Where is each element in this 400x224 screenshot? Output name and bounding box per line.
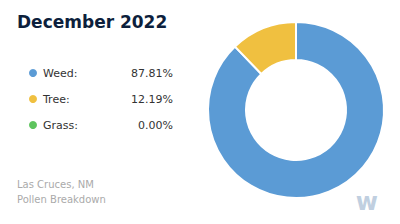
svg-text:Weed:: Weed: [43, 67, 77, 80]
svg-text:0.00%: 0.00% [138, 119, 173, 132]
svg-text:87.81%: 87.81% [131, 67, 173, 80]
svg-text:Pollen Breakdown: Pollen Breakdown [17, 194, 106, 205]
svg-text:Tree:: Tree: [42, 93, 70, 106]
svg-text:12.19%: 12.19% [131, 93, 173, 106]
svg-text:Las Cruces, NM: Las Cruces, NM [17, 179, 94, 190]
svg-text:Grass:: Grass: [43, 119, 78, 132]
svg-text:w: w [356, 188, 378, 216]
svg-text:December 2022: December 2022 [17, 12, 167, 32]
